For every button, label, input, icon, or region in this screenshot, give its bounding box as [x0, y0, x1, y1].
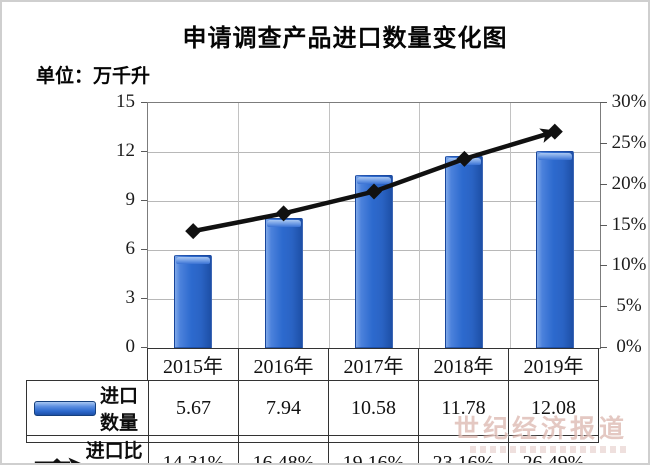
diamond-marker-icon — [456, 150, 473, 167]
bar-2016年 — [264, 218, 303, 348]
axis-tick — [141, 298, 147, 299]
diamond-marker-icon — [366, 183, 382, 200]
y-right-tick-label: 10% — [611, 254, 647, 276]
y-left-tick-label: 9 — [125, 189, 136, 210]
table-value-cell: 11.78 — [418, 381, 508, 435]
axis-tick — [600, 183, 607, 185]
series-label: 进口比例 — [85, 441, 143, 462]
axis-tick — [141, 200, 147, 201]
table-value-cell: 19.16% — [328, 435, 418, 463]
table-value-cell: 5.67 — [148, 381, 238, 435]
table-value-cell: 26.49% — [508, 435, 598, 463]
diamond-marker-icon — [275, 205, 292, 222]
y-right-tick-label: 20% — [611, 172, 647, 194]
bar-2015年 — [174, 255, 213, 348]
x-axis-label: 2019年 — [508, 349, 598, 380]
diamond-marker-icon — [546, 123, 563, 140]
gridline-horizontal — [148, 152, 600, 153]
axis-tick — [600, 347, 607, 348]
ratio-line-series — [185, 123, 563, 240]
gridline-vertical — [238, 103, 240, 348]
table-value-cell: 16.48% — [238, 435, 328, 463]
x-axis-label: 2018年 — [418, 349, 508, 380]
legend-import-ratio: 进口比例 — [27, 435, 148, 463]
table-value-cell: 12.08 — [508, 381, 598, 435]
axis-tick — [600, 265, 607, 267]
y-left-tick-label: 0 — [125, 336, 136, 357]
gridline-vertical — [509, 103, 511, 348]
x-axis-label: 2015年 — [163, 356, 223, 378]
table-value-cell: 7.94 — [238, 381, 328, 435]
plot-area — [147, 102, 601, 349]
y-left-tick-label: 15 — [116, 91, 135, 112]
axis-tick — [600, 102, 607, 103]
series-label: 进口数量 — [100, 386, 139, 434]
x-axis-header-row: 2015年 2016年 2017年 2018年 2019年 — [147, 348, 599, 380]
chart-title: 申请调查产品进口数量变化图 — [182, 25, 508, 52]
axis-tick — [600, 224, 607, 226]
y-left-tick-label: 6 — [125, 238, 136, 259]
axis-tick — [600, 142, 607, 144]
axis-tick — [141, 151, 147, 152]
line-series-arrow-icon — [34, 457, 81, 463]
table-value-cell: 23.16% — [418, 435, 508, 463]
table-value-cell: 14.31% — [148, 435, 238, 463]
axis-tick — [141, 347, 147, 348]
diamond-marker-icon — [185, 223, 202, 240]
y-left-tick-label: 12 — [116, 140, 135, 161]
bar-2019年 — [535, 150, 574, 348]
y-right-tick-label: 0% — [616, 336, 642, 357]
x-axis-label: 2016年 — [238, 349, 328, 380]
data-table: 进口数量 5.67 7.94 10.58 11.78 12.08 进口比例 14… — [26, 380, 599, 463]
axis-tick — [600, 306, 607, 308]
axis-tick — [141, 102, 147, 103]
gridline-vertical — [419, 103, 421, 348]
legend-import-quantity: 进口数量 — [27, 381, 148, 435]
y-right-tick-label: 25% — [611, 131, 647, 153]
gridline-vertical — [328, 103, 330, 348]
y-right-tick-label: 5% — [616, 295, 642, 317]
table-value-cell: 10.58 — [328, 381, 418, 435]
bar-series-swatch-icon — [34, 400, 96, 416]
unit-label: 单位：万千升 — [36, 66, 151, 87]
axis-tick — [141, 249, 147, 250]
y-right-tick-label: 15% — [611, 213, 647, 235]
y-left-tick-label: 3 — [125, 287, 136, 308]
bar-2017年 — [355, 175, 393, 348]
x-axis-label: 2017年 — [328, 349, 418, 380]
y-right-tick-label: 30% — [611, 91, 647, 112]
